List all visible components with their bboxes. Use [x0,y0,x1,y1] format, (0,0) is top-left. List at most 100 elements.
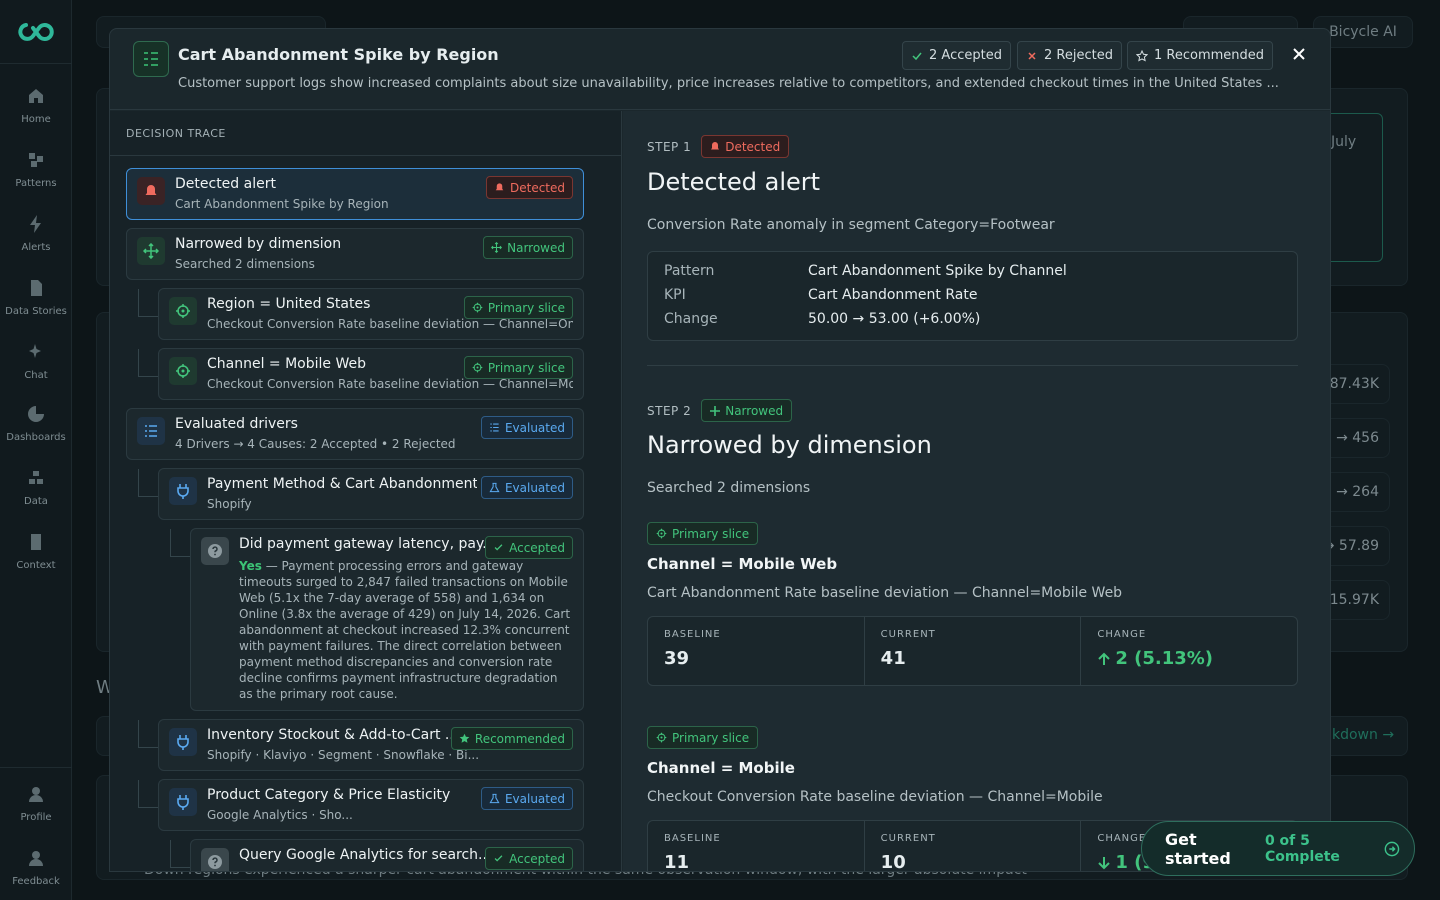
info-key: Pattern [664,263,715,279]
onboarding-progress: 0 of 5 Complete [1264,832,1340,865]
trace-item[interactable]: Narrowed by dimension Searched 2 dimensio… [126,228,584,280]
icon [176,304,190,318]
status-badge: Accepted [485,536,573,559]
metric-value: 2 (5.13%) [1097,648,1281,669]
close-button[interactable] [1290,45,1308,63]
onboarding-widget[interactable]: Get started 0 of 5 Complete [1141,821,1415,876]
tree-connector [138,289,158,317]
icon [177,795,189,810]
nav-label: Profile [20,812,52,823]
info-key: Change [664,311,718,327]
status-badge: Detected [701,135,790,158]
nav-item[interactable]: Data Stories [0,278,72,317]
rejected-count[interactable]: 2 Rejected [1017,41,1122,70]
nav-item[interactable]: Data [0,468,72,507]
nav-item[interactable]: Patterns [0,150,72,189]
badge-text: 2 Rejected [1044,48,1113,63]
metric-label: CURRENT [880,833,936,844]
metric: CHANGE 2 (5.13%) [1081,617,1297,685]
metric-value: 10 [880,852,1065,872]
status-badge: Accepted [485,847,573,870]
trace-item[interactable]: Detected alert Cart Abandonment Spike by … [126,168,584,220]
item-icon [169,357,197,385]
info-value: 50.00 → 53.00 (+6.00%) [808,311,981,327]
icon [177,484,189,499]
status-badge: Narrowed [483,236,573,259]
item-subtitle: Shopify · Klaviyo · Segment · Snowflake … [207,748,480,762]
item-icon [169,477,197,505]
item-title: Payment Method & Cart Abandonment [207,476,477,492]
nav-label: Alerts [21,242,51,253]
nav-item[interactable]: Dashboards [0,404,72,443]
trace-item[interactable]: Evaluated drivers 4 Drivers → 4 Causes: 2… [126,408,584,460]
info-value: Cart Abandonment Rate [808,287,978,303]
step-label: STEP 1 [647,139,692,154]
trace-heading: DECISION TRACE [126,127,226,140]
metric-label: CHANGE [1097,833,1147,844]
item-subtitle: Shopify [207,497,252,511]
recommended-count[interactable]: 1 Recommended [1127,41,1274,70]
trace-item[interactable]: Payment Method & Cart Abandonment Shopify… [138,468,584,520]
metric-text: 10 [880,852,906,872]
step-title: Narrowed by dimension [647,431,932,459]
icon [145,185,157,197]
item-title: Product Category & Price Elasticity [207,787,451,803]
nav-item[interactable]: Chat [0,342,72,381]
icon [208,855,222,869]
onboarding-title: Get started [1165,829,1231,868]
item-title: Did payment gateway latency, pay... [239,536,496,552]
icon [208,544,222,558]
accepted-count[interactable]: 2 Accepted [902,41,1011,70]
nav-label: Feedback [12,876,60,887]
metric-text: 39 [664,648,690,669]
slice-title: Channel = Mobile Web [647,555,838,573]
item-icon [137,417,165,445]
metric: BASELINE 39 [648,617,865,685]
tree-connector [138,780,158,808]
item-title: Evaluated drivers [175,416,298,432]
info-table: Pattern Cart Abandonment Spike by Channel… [647,251,1298,341]
metrics: BASELINE 39 CURRENT 41 CHANGE 2 (5.13%) [647,616,1298,686]
metric: CURRENT 41 [865,617,1082,685]
trace-item[interactable]: Did payment gateway latency, pay... Yes —… [170,528,584,711]
status-badge: Evaluated [480,416,573,439]
arrow-icon [1384,841,1400,856]
modal-icon [133,41,169,77]
nav-label: Context [16,560,56,571]
nav-item[interactable]: Alerts [0,214,72,253]
nav-label: Dashboards [6,432,66,443]
trace-item[interactable]: Product Category & Price Elasticity Googl… [138,779,584,831]
item-subtitle: Google Analytics · Sho... [207,808,353,822]
badge-text: 2 Accepted [929,48,1002,63]
step-header: STEP 1 Detected [647,135,790,158]
nav-label: Chat [24,370,48,381]
item-title: Region = United States [207,296,371,312]
nav-item[interactable]: Profile [0,784,72,823]
item-answer: Yes — Payment processing errors and gate… [239,558,573,702]
icon [145,425,157,437]
trace-list: Detected alert Cart Abandonment Spike by … [126,168,584,871]
brand-button[interactable]: Bicycle AI [1313,16,1413,48]
status-badge: Recommended [450,727,573,750]
nav-item[interactable]: Feedback [0,848,72,887]
item-title: Inventory Stockout & Add-to-Cart ... [207,727,459,743]
nav-label: Data [24,496,48,507]
trace-item[interactable]: Query Google Analytics for search... Acce… [170,839,584,871]
trace-item[interactable]: Region = United States Checkout Conversio… [138,288,584,340]
trace-item[interactable]: Channel = Mobile Web Checkout Conversion … [138,348,584,400]
step-description: Conversion Rate anomaly in segment Categ… [647,217,1055,233]
nav-item[interactable]: Context [0,532,72,571]
item-icon [137,237,165,265]
metric-text: 2 (5.13%) [1115,648,1214,669]
modal-title: Cart Abandonment Spike by Region [178,45,499,64]
badge-text: Accepted [509,851,565,866]
trace-item[interactable]: Inventory Stockout & Add-to-Cart ... Shop… [138,719,584,771]
badge-text: Accepted [509,540,565,555]
nav-item[interactable]: Home [0,86,72,125]
metric-label: CHANGE [1097,629,1147,640]
divider [0,63,72,64]
bg-link[interactable]: kdown → [1332,727,1395,743]
item-subtitle: 4 Drivers → 4 Causes: 2 Accepted • 2 Rej… [175,437,456,451]
